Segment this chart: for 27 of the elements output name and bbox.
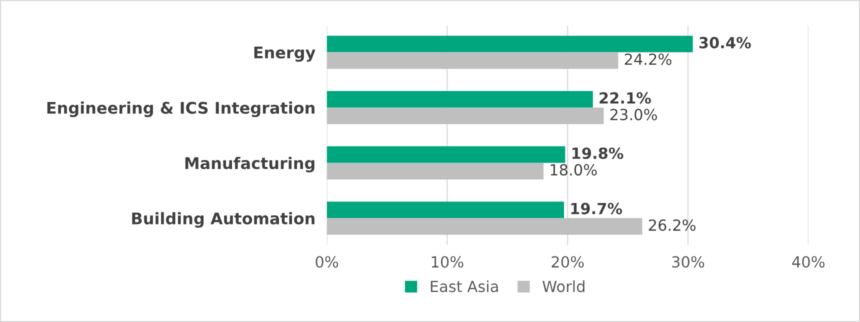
- legend-label: East Asia: [430, 280, 498, 292]
- data-label: 19.7%: [571, 202, 622, 214]
- x-tick-label: 0%: [316, 256, 338, 268]
- bar: [326, 36, 693, 52]
- x-tick-label: 40%: [792, 256, 825, 268]
- data-label: 19.8%: [572, 147, 624, 160]
- bar: [326, 162, 544, 180]
- data-label: 26.2%: [648, 219, 696, 231]
- bar: [326, 202, 564, 218]
- y-tick-label: Manufacturing: [185, 156, 314, 172]
- legend-label: World: [542, 280, 584, 292]
- y-tick-label: Engineering & ICS Integration: [47, 102, 314, 118]
- bar: [326, 108, 604, 124]
- y-tick-label: Energy: [254, 46, 316, 62]
- x-tick-label: 20%: [552, 256, 584, 268]
- bar: [326, 146, 566, 163]
- bar: [326, 91, 593, 108]
- data-label: 18.0%: [550, 164, 597, 176]
- y-tick-label: Building Automation: [132, 212, 314, 228]
- x-tick-label: 10%: [432, 256, 464, 268]
- data-label: 30.4%: [699, 36, 751, 48]
- data-label: 22.1%: [600, 92, 651, 104]
- data-label: 24.2%: [624, 53, 672, 66]
- x-tick-label: 30%: [672, 256, 704, 268]
- bar: [326, 52, 618, 69]
- bar: [326, 218, 642, 235]
- data-label: 23.0%: [610, 108, 657, 120]
